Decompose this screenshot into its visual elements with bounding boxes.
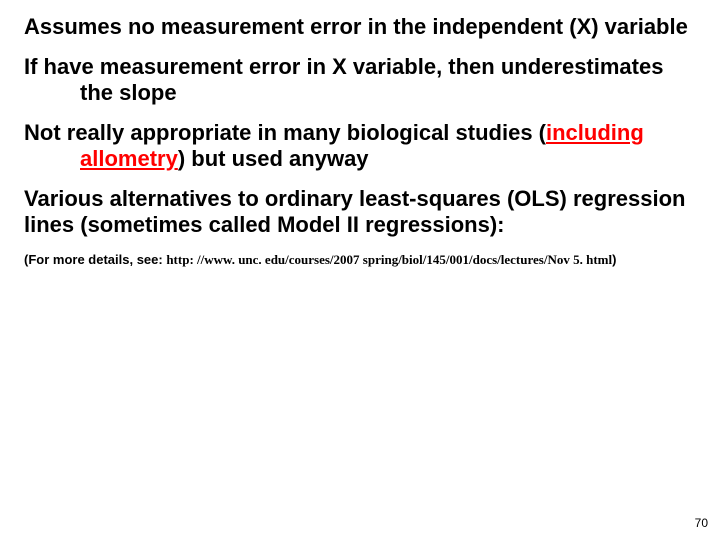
paragraph-3-suffix: ) but used anyway — [178, 146, 369, 171]
paragraph-3-prefix: Not really appropriate in many biologica… — [24, 120, 546, 145]
paragraph-2: If have measurement error in X variable,… — [24, 54, 696, 106]
details-label: (For more details, see: — [24, 252, 166, 267]
paragraph-4: Various alternatives to ordinary least-s… — [24, 186, 696, 238]
details-url: http: //www. unc. edu/courses/2007 sprin… — [166, 252, 612, 267]
page-number: 70 — [695, 516, 708, 530]
details-line: (For more details, see: http: //www. unc… — [24, 252, 696, 268]
details-close: ) — [612, 252, 616, 267]
paragraph-1: Assumes no measurement error in the inde… — [24, 14, 696, 40]
paragraph-3: Not really appropriate in many biologica… — [24, 120, 696, 172]
